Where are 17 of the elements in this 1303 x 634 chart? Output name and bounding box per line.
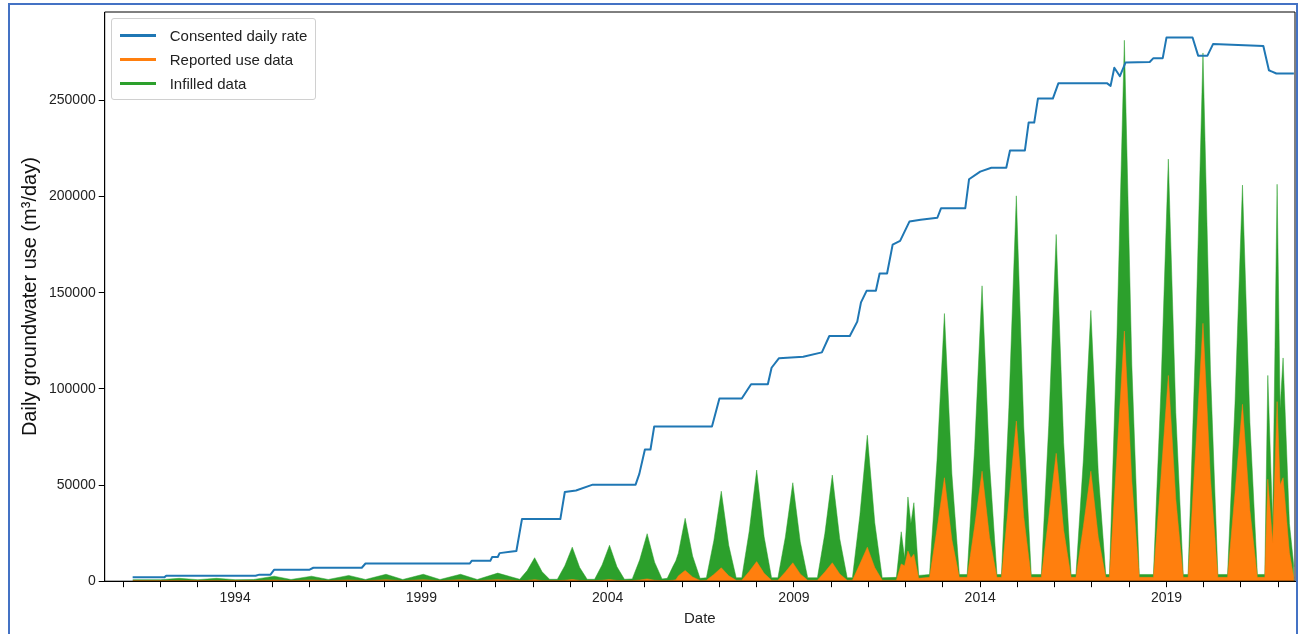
y-tick-label: 50000 — [56, 475, 96, 492]
legend-label: Infilled data — [169, 74, 247, 92]
x-tick-label: 2014 — [964, 589, 996, 606]
y-tick-label: 0 — [87, 572, 96, 589]
y-axis-title: Daily groundwater use (m³/day) — [17, 157, 40, 437]
y-tick-label: 150000 — [49, 283, 96, 300]
x-tick-label: 2019 — [1150, 589, 1183, 606]
legend-label: Consented daily rate — [169, 26, 308, 44]
x-tick-label: 1999 — [405, 589, 438, 606]
y-tick-label: 100000 — [49, 379, 96, 396]
legend-label: Reported use data — [169, 50, 294, 68]
y-tick-label: 250000 — [49, 91, 96, 108]
x-axis-title: Date — [684, 609, 716, 627]
y-tick-label: 200000 — [49, 187, 96, 204]
x-tick-label: 1994 — [219, 589, 251, 606]
x-tick-label: 2009 — [778, 589, 810, 606]
x-tick-label: 2004 — [592, 589, 624, 606]
